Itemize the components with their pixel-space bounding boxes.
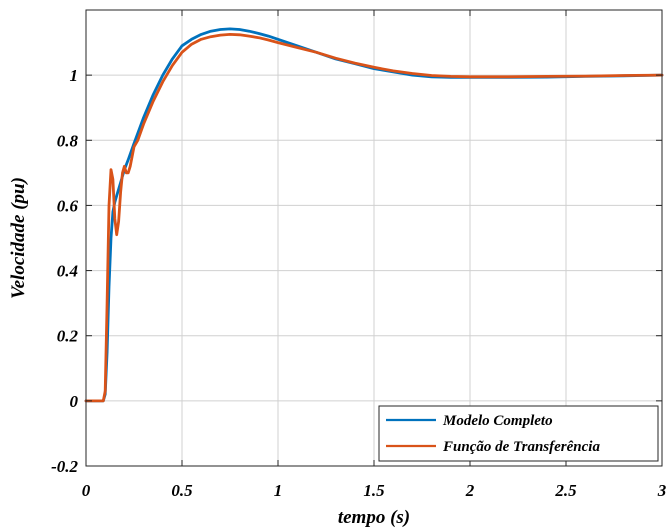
legend-label-modelo-completo: Modelo Completo — [442, 413, 553, 429]
x-tick-label: 0.5 — [171, 481, 193, 500]
y-tick-label: -0.2 — [51, 457, 78, 476]
y-axis-label: Velocidade (pu) — [8, 177, 29, 299]
x-tick-labels: 0 0.5 1 1.5 2 2.5 3 — [82, 481, 667, 500]
x-axis-label: tempo (s) — [338, 507, 410, 528]
x-tick-label: 2 — [465, 481, 475, 500]
series-lines — [84, 27, 664, 403]
legend: Modelo Completo Função de Transferência — [378, 405, 659, 462]
x-tick-label: 2.5 — [554, 481, 577, 500]
y-tick-label: 0.2 — [57, 327, 79, 346]
y-tick-label: 1 — [70, 66, 79, 85]
legend-box — [378, 405, 659, 462]
y-tick-label: 0 — [70, 392, 79, 411]
y-tick-label: 0.8 — [57, 131, 79, 150]
y-tick-label: 0.4 — [57, 262, 78, 281]
x-tick-label: 0 — [82, 481, 91, 500]
legend-label-funcao-de-transferencia: Função de Transferência — [442, 439, 600, 455]
ticks — [85, 10, 663, 467]
x-tick-label: 1 — [274, 481, 283, 500]
series-line-1 — [84, 33, 664, 403]
x-tick-label: 1.5 — [363, 481, 385, 500]
y-tick-labels: -0.2 0 0.2 0.4 0.6 0.8 1 — [51, 66, 78, 476]
x-tick-label: 3 — [657, 481, 667, 500]
y-tick-label: 0.6 — [57, 196, 79, 215]
